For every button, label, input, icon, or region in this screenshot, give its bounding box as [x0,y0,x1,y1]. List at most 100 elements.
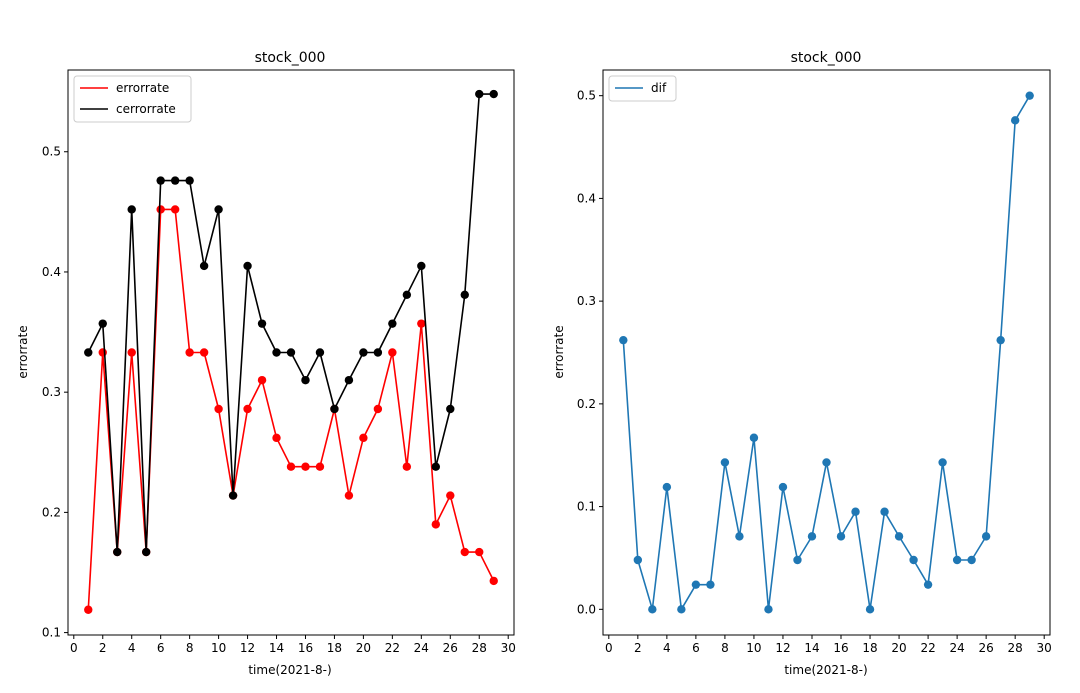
right-y-tick-label: 0.1 [577,500,596,514]
data-point-errorrate [460,547,469,557]
data-point-errorrate [489,576,498,586]
data-point-dif [793,555,802,565]
right-x-tick-label: 4 [663,641,671,655]
data-point-dif [807,532,817,541]
data-point-cerrorrate [373,348,383,357]
data-point-errorrate [214,404,223,414]
data-point-cerrorrate [199,261,209,271]
right-x-tick-label: 20 [891,641,906,655]
data-point-errorrate [98,348,107,357]
data-point-cerrorrate [446,404,455,414]
data-point-dif [720,458,730,467]
right-x-tick-label: 12 [775,641,790,655]
right-plot-area [602,69,1051,636]
data-point-dif [981,532,991,541]
data-point-errorrate [84,605,93,614]
left-x-tick-label: 0 [70,641,78,655]
data-point-errorrate [402,462,412,471]
data-point-errorrate [243,404,252,414]
data-point-cerrorrate [475,89,484,99]
data-point-dif [909,555,918,565]
left-series-layer [84,89,498,614]
left-x-axis-label: time(2021-8-) [248,663,331,677]
right-x-tick-label: 8 [721,641,729,655]
data-point-dif [677,605,686,614]
left-x-tick-label: 8 [186,641,194,655]
data-point-dif [633,555,643,565]
right-y-tick-label: 0.0 [577,602,596,616]
data-point-cerrorrate [301,375,310,385]
right-axis-ticks: 0 2 4 6 8 10 12 14 16 18 20 22 24 26 28 300.00.10.20.30… [577,89,1052,655]
right-x-tick-label: 0 [605,641,613,655]
right-series-layer [619,91,1034,614]
left-y-tick-label: 0.1 [42,626,61,640]
legend-label-cerrorrate: cerrorrate [116,102,176,116]
left-x-tick-label: 20 [356,641,371,655]
right-x-tick-label: 26 [979,641,994,655]
data-point-errorrate [431,520,441,529]
right-x-tick-label: 6 [692,641,700,655]
data-point-cerrorrate [243,261,252,271]
data-point-dif [938,458,947,467]
data-point-errorrate [315,462,325,471]
left-legend: errorrate cerrorrate [73,75,192,123]
right-x-tick-label: 24 [949,641,964,655]
left-x-tick-label: 4 [128,641,136,655]
data-point-dif [836,532,846,541]
data-point-cerrorrate [460,290,469,299]
data-point-cerrorrate [286,348,296,357]
data-point-dif [880,507,889,516]
data-point-dif [691,580,701,589]
data-point-cerrorrate [98,319,107,328]
series-line-dif [622,95,1031,611]
legend-label-errorrate: errorrate [116,81,169,95]
left-y-tick-label: 0.4 [42,265,61,279]
right-chart: stock_000 0 2 4 6 8 10 12 14 16 18 20 22 24 26 28 300.0… [552,50,1052,677]
data-point-dif [1025,91,1034,100]
data-point-errorrate [170,205,180,214]
legend-label-dif: dif [651,81,667,95]
data-point-dif [865,605,875,614]
data-point-cerrorrate [330,404,339,414]
data-point-cerrorrate [272,348,281,357]
right-y-tick-label: 0.5 [577,89,596,103]
data-point-cerrorrate [170,176,180,185]
data-point-errorrate [344,491,354,500]
data-point-dif [662,482,672,492]
data-point-errorrate [359,433,368,443]
right-x-tick-label: 22 [920,641,935,655]
data-point-cerrorrate [257,319,267,328]
left-x-tick-label: 22 [385,641,400,655]
data-point-cerrorrate [315,348,325,357]
data-point-errorrate [388,348,397,357]
data-point-dif [822,458,831,467]
data-point-dif [764,605,773,614]
left-x-tick-label: 12 [240,641,255,655]
right-x-tick-label: 14 [804,641,819,655]
left-x-tick-label: 14 [269,641,284,655]
left-x-tick-label: 30 [501,641,516,655]
data-point-cerrorrate [84,348,93,357]
left-x-tick-label: 28 [472,641,487,655]
data-point-cerrorrate [228,491,238,500]
right-y-axis-label: errorrate [552,325,566,378]
left-x-tick-label: 18 [327,641,342,655]
data-point-errorrate [373,404,383,414]
right-x-tick-label: 2 [634,641,642,655]
right-y-tick-label: 0.3 [577,294,596,308]
left-axis-ticks: 0 2 4 6 8 10 12 14 16 18 20 22 24 26 28 300.10.20.30.40… [42,145,516,655]
data-point-errorrate [199,348,209,357]
data-point-dif [952,555,962,565]
data-point-dif [648,605,657,614]
right-y-tick-label: 0.4 [577,191,596,205]
data-point-cerrorrate [113,547,122,557]
right-x-tick-label: 30 [1037,641,1052,655]
left-x-tick-label: 10 [211,641,226,655]
data-point-cerrorrate [214,205,223,214]
left-chart-title: stock_000 [255,50,326,66]
data-point-dif [735,532,744,541]
left-y-tick-label: 0.5 [42,145,61,159]
data-point-errorrate [286,462,296,471]
data-point-errorrate [257,375,267,385]
